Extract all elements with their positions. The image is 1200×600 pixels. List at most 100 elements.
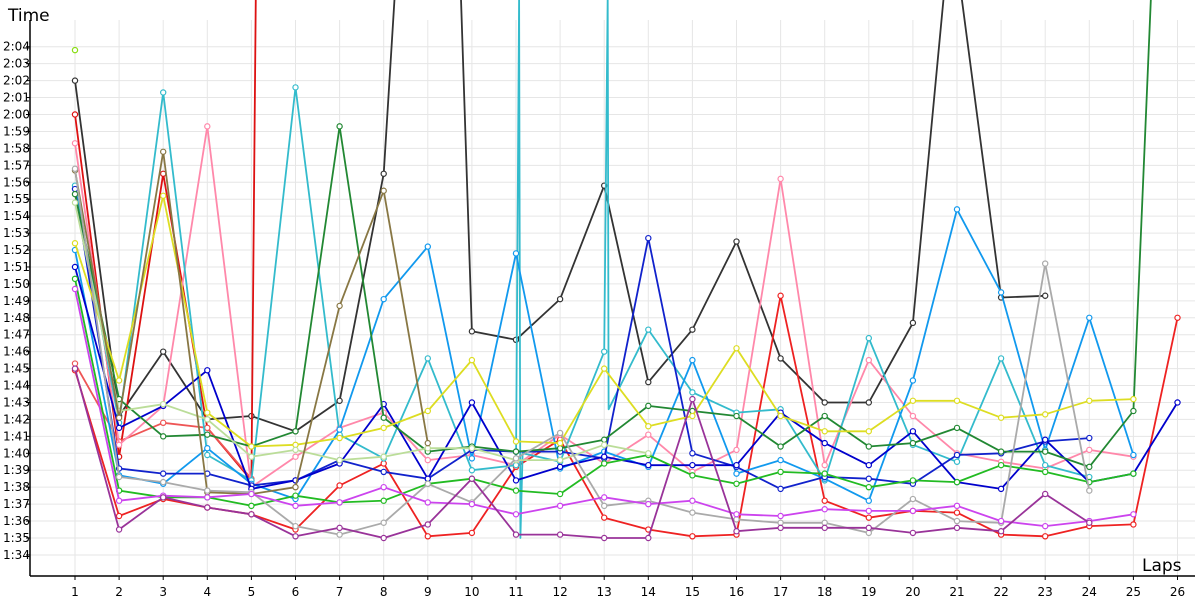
data-point <box>733 516 740 523</box>
data-point <box>1086 463 1093 471</box>
data-point <box>1041 468 1049 476</box>
y-tick-label: 1:42 <box>3 412 30 426</box>
y-tick-label: 2:02 <box>3 74 30 88</box>
data-point <box>115 497 123 504</box>
data-point <box>468 529 476 537</box>
data-point <box>865 507 873 515</box>
data-point <box>159 148 167 155</box>
y-tick-label: 1:58 <box>3 141 30 155</box>
data-point <box>777 485 784 493</box>
data-point <box>1041 461 1049 469</box>
series-layer <box>71 0 1181 542</box>
data-point <box>953 524 961 532</box>
data-point <box>865 443 873 450</box>
data-point <box>821 428 828 435</box>
data-point <box>512 250 520 257</box>
data-point <box>159 433 167 440</box>
data-point <box>997 448 1005 455</box>
data-point <box>159 89 167 96</box>
data-point <box>424 533 431 540</box>
data-point <box>865 514 873 521</box>
data-point <box>468 500 476 508</box>
data-point <box>248 443 255 450</box>
data-point <box>865 524 873 532</box>
y-tick-label: 1:49 <box>3 294 30 308</box>
data-point <box>953 502 961 510</box>
x-tick-label: 25 <box>1126 585 1141 599</box>
data-point <box>336 302 343 310</box>
data-point <box>159 494 167 501</box>
data-point <box>204 416 211 423</box>
y-tick-label: 1:51 <box>3 260 30 274</box>
series-line <box>74 202 649 462</box>
y-tick-label: 1:48 <box>3 311 30 325</box>
data-point <box>512 438 520 445</box>
x-tick-label: 21 <box>949 585 964 599</box>
data-point <box>953 424 961 432</box>
data-point <box>71 190 79 198</box>
data-point <box>292 428 299 435</box>
data-point <box>645 326 652 333</box>
x-tick-label: 2 <box>115 585 123 599</box>
y-tick-label: 2:01 <box>3 91 30 105</box>
data-point <box>689 497 696 504</box>
data-point <box>115 512 123 520</box>
x-tick-label: 18 <box>817 585 832 599</box>
y-tick-label: 1:36 <box>3 514 30 528</box>
data-point <box>71 46 79 54</box>
y-tick-label: 1:45 <box>3 362 30 376</box>
data-point <box>556 456 564 464</box>
data-point <box>159 400 167 408</box>
data-point <box>336 397 343 404</box>
data-point <box>689 412 696 420</box>
data-point <box>865 356 873 364</box>
x-tick-label: 5 <box>248 585 256 599</box>
data-point <box>468 328 476 335</box>
data-point <box>777 443 784 450</box>
data-point <box>292 84 299 91</box>
data-point <box>336 426 343 433</box>
data-point <box>865 428 873 435</box>
data-point <box>777 292 784 299</box>
data-point <box>556 502 564 510</box>
data-point <box>1174 399 1181 406</box>
data-point <box>1041 436 1049 443</box>
data-point <box>1130 395 1137 403</box>
data-point <box>380 460 387 467</box>
data-point <box>424 407 431 415</box>
data-point <box>601 514 608 521</box>
data-point <box>1130 451 1137 459</box>
data-point <box>689 450 696 457</box>
data-point <box>1130 470 1137 477</box>
data-point <box>997 289 1005 296</box>
data-point <box>865 461 873 469</box>
data-point <box>821 461 828 469</box>
data-point <box>204 504 211 511</box>
data-point <box>424 475 431 482</box>
x-tick-labels: 1 2 3 4 5 6 7 8 9 10 11 12 13 14 15 16 17 18 19 20 21 22 23 24 2… <box>71 585 1185 599</box>
data-point <box>380 534 387 542</box>
data-point <box>71 263 79 271</box>
data-point <box>424 445 431 452</box>
series-line <box>74 168 1091 536</box>
y-axis-title: Time <box>8 6 50 26</box>
data-point <box>997 485 1005 493</box>
x-tick-label: 14 <box>641 585 656 599</box>
data-point <box>380 497 387 504</box>
data-point <box>1041 411 1049 418</box>
data-point <box>71 77 79 84</box>
x-tick-label: 17 <box>773 585 788 599</box>
data-point <box>336 123 343 130</box>
y-tick-label: 1:54 <box>3 209 30 223</box>
data-point <box>777 512 784 520</box>
data-point <box>1086 487 1093 494</box>
data-point <box>689 533 696 540</box>
data-point <box>821 470 828 477</box>
y-tick-label: 1:35 <box>3 531 30 545</box>
data-point <box>645 402 652 410</box>
data-point <box>865 334 873 342</box>
data-point <box>689 395 696 403</box>
data-point <box>248 502 255 510</box>
x-tick-label: 7 <box>336 585 344 599</box>
data-point <box>909 397 917 404</box>
